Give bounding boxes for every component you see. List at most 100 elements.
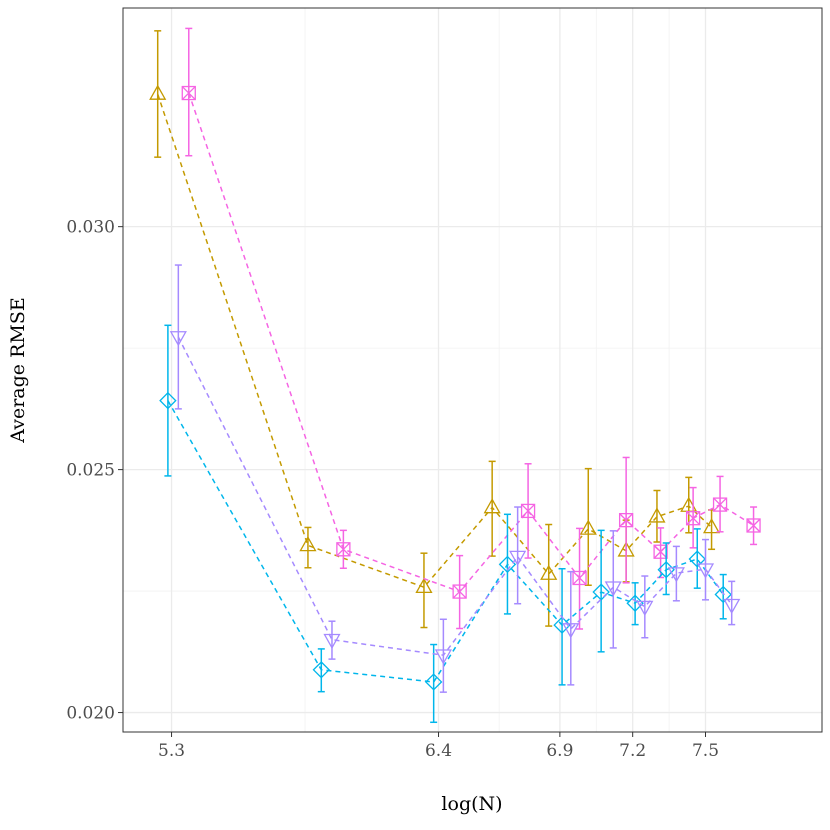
x-tick-label: 6.4 [425, 741, 452, 761]
error-bar [631, 582, 639, 626]
square-cross-line [572, 571, 587, 585]
square-x-marker [618, 512, 634, 528]
square-outline [746, 518, 761, 533]
error-bar [657, 527, 665, 579]
error-bar [702, 538, 709, 601]
diamond-marker [657, 560, 675, 579]
square-cross-line [452, 584, 467, 599]
diamond-marker [498, 555, 517, 574]
error-bar [693, 528, 701, 589]
error-bar [164, 324, 172, 477]
error-bar [317, 648, 325, 693]
error-bar [728, 580, 736, 626]
triangle-up-marker [540, 564, 558, 580]
diamond-marker [714, 585, 732, 604]
triangle-down-marker [323, 633, 341, 650]
error-bar [514, 506, 522, 605]
error-bar [641, 575, 649, 639]
error-bar [653, 489, 661, 543]
plot-panel-border [122, 7, 823, 733]
series-pink-square [181, 27, 761, 630]
triangle-up-marker [579, 519, 597, 535]
square-cross-line [336, 542, 351, 557]
series-line [156, 93, 713, 589]
triangle-up-marker [702, 517, 721, 534]
error-bar [719, 573, 727, 620]
x-axis-title: log(N) [441, 793, 502, 815]
triangle-down-marker [169, 331, 187, 347]
error-bar [420, 552, 428, 629]
triangle-down-marker [434, 649, 452, 665]
square-cross-line [686, 511, 701, 526]
square-outline [712, 497, 728, 512]
square-cross-line [746, 518, 761, 533]
x-tick-label: 6.9 [546, 741, 573, 761]
triangle-down-marker [723, 598, 741, 615]
triangle-down-marker [696, 563, 715, 579]
triangle-up-marker [299, 535, 317, 552]
square-outline [336, 542, 351, 557]
error-bar [597, 529, 605, 653]
error-bar [439, 618, 447, 693]
y-axis: 0.020 0.025 0.030 [66, 218, 123, 724]
diamond-marker [592, 583, 610, 601]
square-cross-line [521, 503, 536, 518]
error-bar [328, 620, 336, 660]
square-x-marker [712, 497, 728, 512]
error-bar [503, 513, 511, 615]
square-outline [653, 544, 668, 559]
square-outline [452, 584, 467, 599]
series-cyan-diamond [159, 324, 732, 724]
square-x-marker [572, 570, 587, 586]
square-x-marker [685, 511, 701, 526]
series-line [177, 336, 733, 657]
triangle-up-marker [149, 84, 167, 100]
square-x-marker [452, 584, 467, 599]
error-bar [584, 467, 592, 587]
x-axis: 5.3 6.4 6.9 7.2 7.5 [158, 732, 719, 761]
square-cross-line [619, 513, 634, 528]
square-outline [685, 511, 701, 526]
triangle-up-marker [483, 498, 501, 514]
error-bar [185, 27, 193, 157]
error-bar [154, 30, 162, 158]
y-tick-label: 0.020 [66, 704, 115, 724]
error-bar [672, 545, 680, 602]
error-bar [662, 542, 670, 596]
diamond-marker [312, 661, 331, 679]
x-tick-label: 7.2 [619, 741, 646, 761]
diamond-marker [626, 594, 644, 612]
square-x-marker [746, 518, 761, 533]
square-x-marker [336, 542, 351, 557]
error-bar [609, 530, 617, 649]
error-bar [174, 264, 182, 410]
square-x-marker [181, 85, 196, 101]
error-bar [567, 570, 575, 686]
triangle-down-marker [604, 581, 622, 597]
series-line [167, 400, 724, 683]
series-purple-triangle-down [169, 264, 741, 693]
square-cross-line [181, 86, 196, 100]
series-line [188, 92, 754, 593]
error-bar [558, 567, 566, 686]
y-tick-label: 0.025 [66, 461, 115, 481]
error-bar [430, 643, 438, 724]
triangle-down-marker [667, 567, 685, 583]
square-outline [572, 570, 587, 586]
square-cross-line [653, 544, 668, 559]
triangle-up-marker [415, 577, 433, 594]
diamond-marker [159, 391, 177, 410]
grid-lines [123, 8, 822, 732]
diamond-marker [424, 673, 443, 691]
x-tick-label: 5.3 [158, 741, 185, 761]
square-x-marker [520, 503, 536, 519]
square-outline [618, 512, 634, 528]
square-cross-line [713, 497, 728, 512]
square-outline [520, 503, 536, 519]
square-x-marker [653, 544, 668, 559]
triangle-down-marker [562, 623, 580, 639]
x-tick-label: 7.5 [692, 741, 719, 761]
y-axis-title: Average RMSE [7, 297, 29, 443]
